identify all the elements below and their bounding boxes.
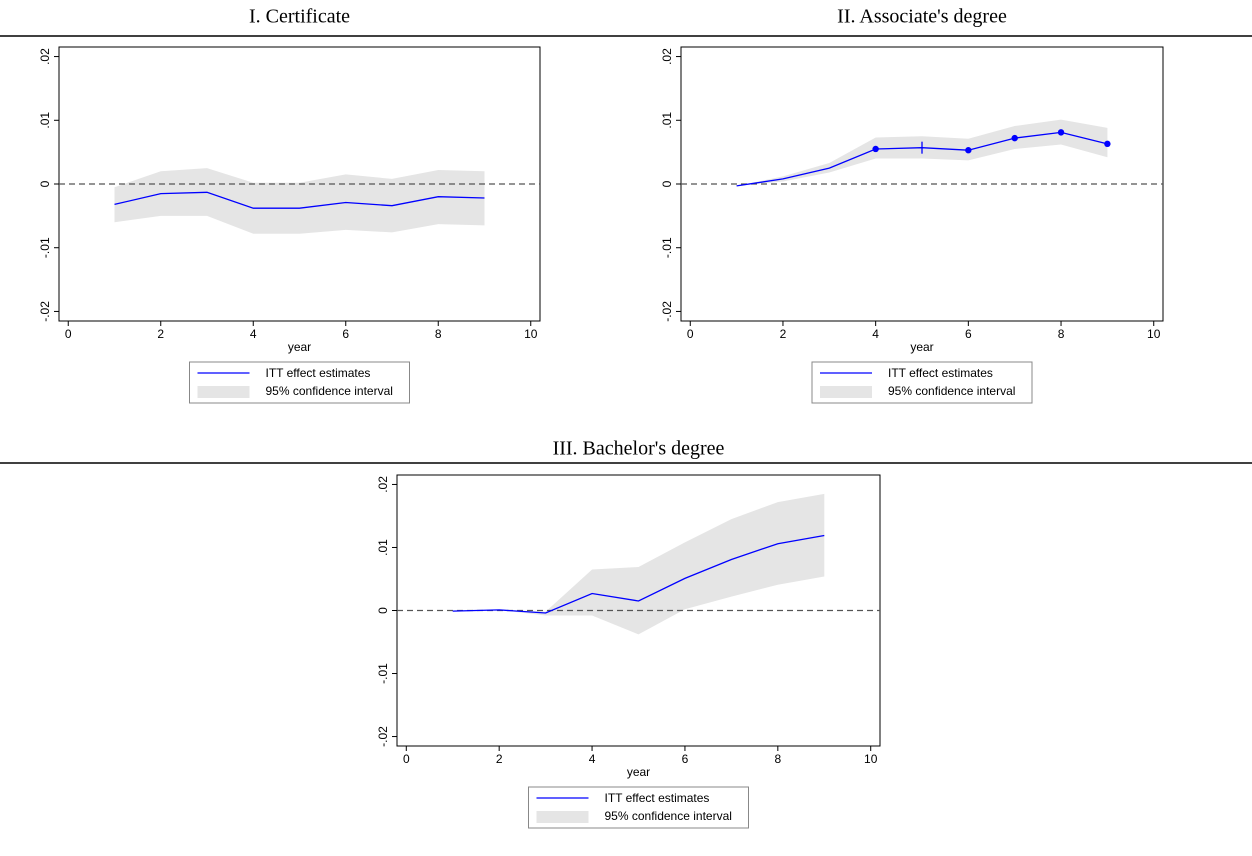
point-marker <box>1104 140 1111 148</box>
x-tick-label: 2 <box>157 327 164 341</box>
x-tick-label: 4 <box>250 327 257 341</box>
y-tick-label: -.02 <box>660 301 674 322</box>
y-tick-label: -.01 <box>38 237 52 258</box>
y-tick-label: 0 <box>38 180 52 187</box>
point-marker <box>1011 134 1018 142</box>
point-marker <box>1057 129 1065 136</box>
x-tick-label: 4 <box>872 327 879 341</box>
x-axis-label: year <box>288 340 311 354</box>
x-tick-label: 0 <box>65 327 72 341</box>
point-marker <box>965 147 972 154</box>
x-tick-label: 10 <box>524 327 538 341</box>
chart-title: II. Associate's degree <box>837 6 1007 28</box>
x-axis-label: year <box>627 765 650 779</box>
legend-label: 95% confidence interval <box>888 384 1015 398</box>
legend-label: 95% confidence interval <box>266 384 393 398</box>
x-tick-label: 8 <box>435 327 442 341</box>
y-tick-label: -.01 <box>660 237 674 258</box>
legend-label: ITT effect estimates <box>266 366 371 380</box>
y-tick-label: 0 <box>660 180 674 187</box>
y-tick-label: -.02 <box>376 726 390 747</box>
y-tick-label: .01 <box>38 112 52 129</box>
y-tick-label: .01 <box>660 112 674 129</box>
x-tick-label: 8 <box>774 752 781 766</box>
x-tick-label: 6 <box>682 752 689 766</box>
effect-line <box>114 191 485 209</box>
x-tick-label: 8 <box>1058 327 1065 341</box>
y-tick-label: .02 <box>38 48 52 65</box>
legend-label: ITT effect estimates <box>605 791 710 805</box>
confidence-band <box>452 493 825 635</box>
x-tick-label: 0 <box>403 752 410 766</box>
confidence-band <box>114 168 485 234</box>
x-tick-label: 4 <box>589 752 596 766</box>
x-tick-label: 6 <box>342 327 349 341</box>
point-marker <box>872 145 879 153</box>
legend-band-swatch <box>820 386 872 398</box>
legend-band-swatch <box>536 811 589 823</box>
x-axis-label: year <box>910 340 933 354</box>
chart-title: III. Bachelor's degree <box>553 438 725 460</box>
x-tick-label: 2 <box>496 752 503 766</box>
y-tick-label: 0 <box>376 607 390 614</box>
x-tick-label: 10 <box>1147 327 1161 341</box>
y-tick-label: -.02 <box>38 301 52 322</box>
legend-label: 95% confidence interval <box>605 809 732 823</box>
y-tick-label: .01 <box>376 539 390 556</box>
x-tick-label: 10 <box>864 752 878 766</box>
x-tick-label: 6 <box>965 327 972 341</box>
legend-box <box>189 361 410 404</box>
x-tick-label: 0 <box>687 327 694 341</box>
effect-line <box>452 534 825 614</box>
x-tick-label: 2 <box>780 327 787 341</box>
y-tick-label: .02 <box>376 476 390 493</box>
legend-label: ITT effect estimates <box>888 366 993 380</box>
y-tick-label: .02 <box>660 48 674 65</box>
chart-title: I. Certificate <box>249 6 350 28</box>
y-tick-label: -.01 <box>376 663 390 684</box>
legend-band-swatch <box>197 386 250 398</box>
